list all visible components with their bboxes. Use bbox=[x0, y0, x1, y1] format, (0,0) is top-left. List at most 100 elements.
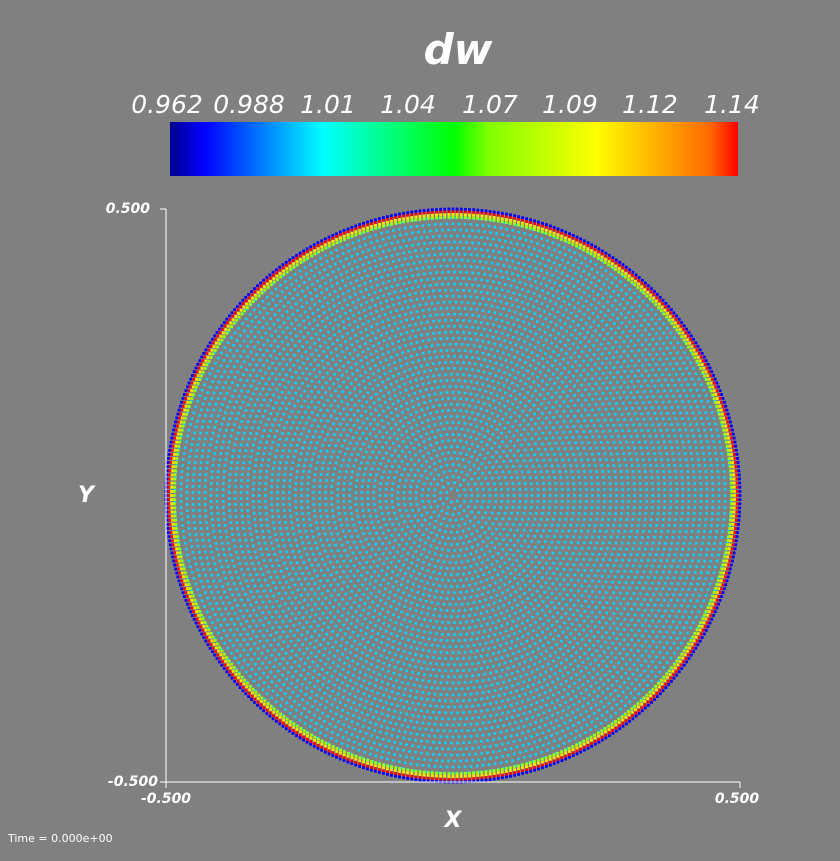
data-point bbox=[712, 548, 715, 551]
data-point bbox=[325, 288, 329, 291]
data-point bbox=[477, 716, 480, 719]
data-point bbox=[227, 375, 230, 379]
data-point bbox=[593, 441, 597, 444]
data-point bbox=[569, 356, 573, 359]
data-point bbox=[264, 506, 267, 509]
data-point bbox=[456, 669, 459, 673]
data-point bbox=[508, 265, 511, 269]
data-point bbox=[620, 412, 624, 416]
data-point bbox=[672, 593, 675, 597]
data-point bbox=[195, 539, 199, 542]
data-point bbox=[712, 417, 716, 420]
data-point bbox=[668, 587, 671, 591]
data-point bbox=[205, 461, 209, 464]
data-point bbox=[617, 294, 620, 297]
data-point bbox=[330, 351, 333, 355]
data-point bbox=[659, 593, 662, 596]
data-point bbox=[471, 326, 474, 329]
data-point bbox=[387, 751, 391, 755]
data-point bbox=[226, 541, 230, 545]
data-point bbox=[456, 741, 459, 745]
data-point bbox=[305, 686, 309, 690]
data-point bbox=[249, 398, 253, 401]
data-point bbox=[658, 630, 662, 633]
data-point bbox=[229, 521, 233, 524]
data-point bbox=[667, 604, 670, 607]
data-point bbox=[376, 283, 379, 287]
data-point bbox=[549, 299, 552, 303]
data-point bbox=[655, 553, 658, 557]
data-point bbox=[490, 640, 493, 643]
data-point bbox=[406, 306, 410, 309]
data-point bbox=[554, 629, 557, 632]
data-point bbox=[576, 379, 579, 382]
data-point bbox=[492, 280, 495, 284]
data-point bbox=[543, 691, 547, 694]
data-point bbox=[475, 722, 479, 725]
data-point bbox=[331, 270, 335, 274]
data-point bbox=[417, 243, 420, 246]
data-point bbox=[519, 313, 523, 316]
data-point bbox=[633, 602, 636, 606]
data-point bbox=[226, 582, 230, 585]
data-point bbox=[640, 575, 644, 579]
data-point bbox=[465, 747, 468, 750]
data-point bbox=[267, 570, 270, 574]
data-point bbox=[680, 434, 683, 438]
data-point bbox=[524, 692, 527, 696]
data-point bbox=[223, 618, 226, 621]
data-point bbox=[313, 342, 316, 345]
data-point bbox=[598, 387, 601, 390]
data-point bbox=[228, 440, 231, 444]
data-point bbox=[418, 303, 422, 307]
data-point bbox=[561, 729, 564, 733]
data-point bbox=[450, 741, 453, 745]
data-point bbox=[698, 594, 701, 597]
data-point bbox=[206, 455, 210, 458]
data-point bbox=[656, 547, 660, 551]
data-point bbox=[268, 535, 272, 539]
data-point bbox=[235, 417, 238, 421]
data-point bbox=[182, 452, 186, 455]
data-point bbox=[475, 680, 479, 683]
data-point bbox=[274, 658, 277, 662]
data-point bbox=[596, 695, 600, 698]
data-point bbox=[605, 530, 608, 533]
data-point bbox=[375, 310, 378, 313]
data-point bbox=[450, 699, 453, 703]
data-point bbox=[608, 402, 611, 405]
data-point bbox=[242, 615, 245, 618]
data-point bbox=[460, 258, 464, 262]
data-point bbox=[551, 364, 554, 367]
data-point bbox=[402, 282, 405, 285]
data-point bbox=[640, 654, 644, 657]
data-point bbox=[308, 665, 311, 669]
data-point bbox=[239, 643, 242, 647]
data-point bbox=[480, 697, 483, 701]
data-point bbox=[206, 579, 209, 583]
data-point bbox=[294, 449, 297, 453]
data-point bbox=[630, 524, 634, 527]
data-point bbox=[359, 614, 362, 617]
data-point bbox=[341, 390, 344, 394]
data-point bbox=[574, 337, 578, 340]
data-point bbox=[387, 280, 391, 283]
data-point bbox=[191, 437, 195, 440]
data-point bbox=[697, 377, 701, 381]
data-point bbox=[670, 542, 673, 545]
data-point bbox=[578, 364, 582, 367]
data-point bbox=[699, 482, 702, 485]
data-point bbox=[231, 381, 234, 384]
data-point bbox=[554, 359, 557, 362]
data-point bbox=[487, 255, 491, 258]
data-point bbox=[635, 458, 639, 461]
data-point bbox=[372, 372, 375, 376]
data-point bbox=[696, 452, 699, 455]
data-point bbox=[438, 711, 441, 714]
data-point bbox=[478, 770, 482, 774]
data-point bbox=[397, 760, 401, 763]
data-point bbox=[253, 403, 257, 407]
colorbar-tick-label: 1.07 bbox=[462, 90, 518, 119]
colorbar-tick-label: 1.12 bbox=[622, 90, 678, 119]
data-point bbox=[537, 307, 541, 311]
